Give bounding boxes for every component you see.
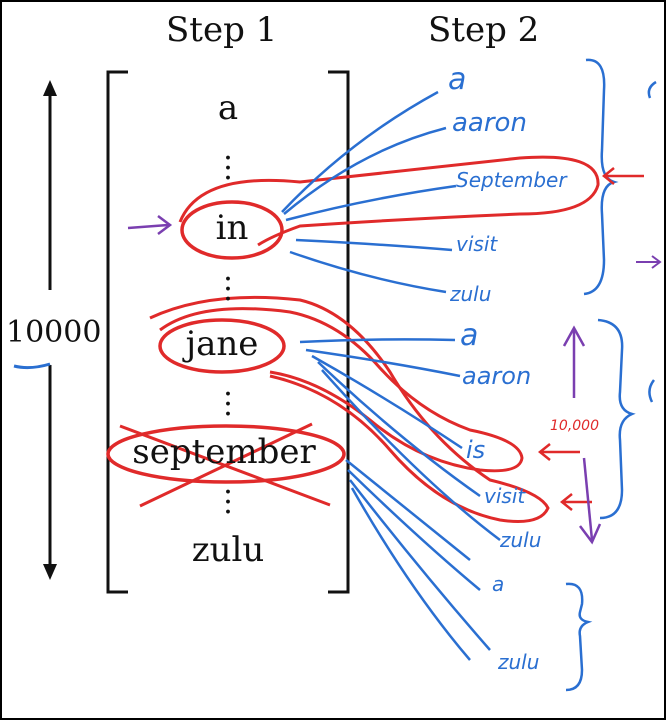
sept-next-a: a bbox=[492, 572, 505, 596]
axis-arrow-up-head bbox=[43, 80, 57, 96]
loop-jane-is bbox=[159, 307, 524, 473]
step2-heading: Step 2 bbox=[428, 10, 540, 50]
cross-stroke-2 bbox=[139, 422, 313, 508]
vocab-size-label: 10000 bbox=[6, 315, 102, 350]
purple-arrow-in bbox=[127, 223, 169, 230]
line-in-aaron bbox=[283, 126, 447, 215]
red-arrow-is bbox=[537, 443, 580, 461]
jane-next-a: a bbox=[460, 318, 479, 353]
red-arrow-visit bbox=[559, 493, 592, 511]
jane-next-visit: visit bbox=[484, 484, 526, 508]
line-in-zulu bbox=[289, 250, 447, 294]
in-next-september: September bbox=[456, 168, 567, 192]
brace-group-september bbox=[565, 582, 593, 692]
line-jane-visit bbox=[317, 361, 481, 498]
brace-group-jane bbox=[597, 318, 636, 520]
line-sept-a bbox=[347, 469, 481, 591]
circle-in bbox=[180, 200, 284, 260]
ellipsis-4: · · · bbox=[223, 475, 233, 530]
lines-september bbox=[345, 459, 491, 661]
line-sept-4 bbox=[350, 487, 471, 661]
line-jane-a bbox=[299, 338, 456, 344]
jane-next-zulu: zulu bbox=[500, 528, 542, 552]
ellipsis-1: · · · bbox=[223, 141, 233, 196]
vocab-underline bbox=[13, 362, 51, 370]
count-note: 10,000 bbox=[550, 418, 599, 434]
edge-mark-2 bbox=[648, 379, 656, 403]
jane-next-aaron: aaron bbox=[462, 362, 532, 390]
edge-arrow bbox=[636, 255, 662, 269]
loop-jane-visit bbox=[149, 295, 550, 523]
lines-in bbox=[281, 90, 457, 294]
step1-word-in: in bbox=[215, 208, 249, 248]
count-arrow-bottom-head bbox=[579, 523, 602, 545]
line-jane-aaron bbox=[305, 348, 461, 378]
line-jane-is bbox=[311, 354, 463, 450]
left-bracket bbox=[106, 70, 128, 594]
brace-group-in bbox=[583, 58, 619, 296]
red-arrow-september bbox=[601, 167, 644, 185]
ellipsis-2: · · · bbox=[223, 262, 233, 317]
loop-in-september bbox=[178, 155, 600, 247]
lines-jane bbox=[299, 338, 501, 541]
circle-september bbox=[106, 424, 346, 484]
in-next-a: a bbox=[448, 62, 467, 97]
line-sept-1 bbox=[345, 459, 471, 561]
sept-next-zulu: zulu bbox=[498, 650, 540, 674]
jane-next-is: is bbox=[466, 436, 486, 464]
line-in-september bbox=[285, 184, 457, 222]
right-bracket bbox=[328, 70, 350, 594]
step1-word-september: september bbox=[132, 432, 316, 472]
step1-heading: Step 1 bbox=[166, 10, 278, 50]
in-next-visit: visit bbox=[456, 232, 498, 256]
axis-arrow-down-head bbox=[43, 564, 57, 580]
step1-word-a: a bbox=[217, 88, 239, 128]
in-next-zulu: zulu bbox=[450, 282, 492, 306]
circle-jane bbox=[158, 318, 286, 374]
line-in-a bbox=[281, 90, 439, 213]
step1-word-jane: jane bbox=[185, 324, 259, 364]
purple-arrow-in-head bbox=[157, 215, 173, 235]
step1-word-zulu: zulu bbox=[191, 530, 265, 570]
line-sept-zulu bbox=[349, 479, 491, 651]
line-in-visit bbox=[295, 238, 453, 252]
edge-mark-1 bbox=[647, 80, 657, 99]
in-next-aaron: aaron bbox=[452, 108, 527, 138]
ellipsis-3: · · · bbox=[223, 377, 233, 432]
line-jane-zulu bbox=[321, 369, 501, 541]
count-arrow-bottom bbox=[582, 457, 594, 541]
count-arrow-top-head bbox=[562, 325, 586, 347]
